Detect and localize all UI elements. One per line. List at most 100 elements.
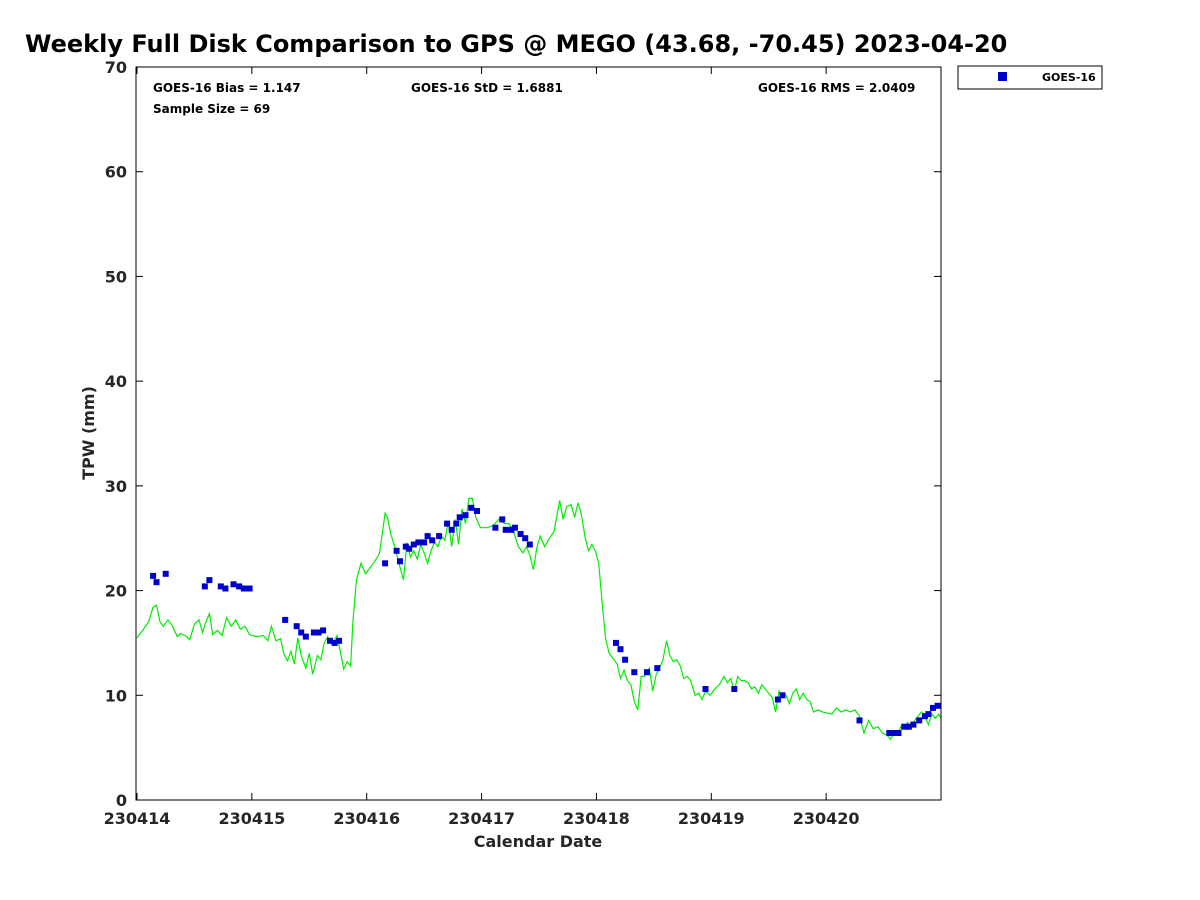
gps-tpw-line xyxy=(136,497,942,741)
goes16-point xyxy=(331,639,338,646)
goes16-point xyxy=(162,570,169,577)
goes16-point xyxy=(644,669,650,676)
goes16-point xyxy=(410,541,417,548)
stat-std: GOES-16 StD = 1.6881 xyxy=(411,81,563,95)
goes16-point xyxy=(731,686,738,692)
stat-bias: GOES-16 Bias = 1.147 xyxy=(153,81,301,95)
goes16-point xyxy=(336,637,343,644)
goes16-point xyxy=(302,633,309,640)
y-tick-label: 30 xyxy=(105,477,127,496)
y-tick-label: 50 xyxy=(105,267,127,286)
goes16-point xyxy=(925,711,932,718)
goes16-point xyxy=(456,514,463,521)
plot-frame xyxy=(135,66,942,801)
goes16-point xyxy=(444,520,451,527)
goes16-point xyxy=(429,537,436,544)
goes16-point xyxy=(622,656,629,663)
x-tick-label: 230419 xyxy=(678,809,745,828)
goes16-point xyxy=(236,583,243,590)
legend-marker-goes16 xyxy=(998,72,1007,81)
stat-rms: GOES-16 RMS = 2.0409 xyxy=(758,81,915,95)
goes16-point xyxy=(397,558,403,565)
goes16-point xyxy=(921,713,928,720)
goes16-point xyxy=(293,623,300,630)
goes16-point xyxy=(150,572,157,579)
goes16-point xyxy=(393,547,400,554)
tick-layer: 0 10 20 30 40 50 60 70 230414 230415 230416 230417 2… xyxy=(104,58,941,828)
goes16-point xyxy=(526,541,533,548)
goes16-point xyxy=(617,646,624,653)
goes16-point xyxy=(522,535,529,542)
goes16-point xyxy=(206,577,213,584)
x-tick-label: 230414 xyxy=(104,809,171,828)
goes16-point xyxy=(779,692,786,699)
goes16-point xyxy=(298,629,305,636)
goes16-point xyxy=(201,583,208,590)
goes16-point xyxy=(916,717,923,724)
goes16-point xyxy=(382,560,389,567)
y-tick-label: 20 xyxy=(105,582,127,601)
goes16-point xyxy=(222,585,229,592)
goes16-point xyxy=(230,581,237,588)
legend-label-goes16: GOES-16 xyxy=(1042,71,1096,84)
y-tick-label: 70 xyxy=(105,58,127,77)
y-tick-label: 0 xyxy=(116,791,127,810)
goes16-point xyxy=(327,637,333,644)
goes16-point xyxy=(508,526,515,533)
goes16-point xyxy=(282,616,289,623)
goes16-point xyxy=(424,533,431,540)
goes16-point xyxy=(474,508,480,514)
gps-line-layer xyxy=(136,497,942,741)
goes16-point xyxy=(468,504,475,511)
goes16-point xyxy=(462,512,469,519)
goes16-point xyxy=(930,704,936,711)
goes16-point xyxy=(406,545,413,552)
goes16-point xyxy=(774,696,781,703)
goes16-point xyxy=(702,686,709,692)
goes16-point xyxy=(153,579,160,586)
x-tick-label: 230416 xyxy=(333,809,400,828)
goes16-point xyxy=(856,717,863,724)
goes16-point xyxy=(654,665,661,672)
legend-box xyxy=(957,65,1103,90)
goes16-marker-layer xyxy=(150,504,941,736)
goes16-point xyxy=(402,543,409,550)
x-tick-label: 230420 xyxy=(793,809,860,828)
goes16-point xyxy=(310,629,317,636)
goes16-point xyxy=(934,702,941,709)
legend: GOES-16 xyxy=(957,65,1103,90)
x-tick-label: 230418 xyxy=(563,809,630,828)
goes16-point xyxy=(502,526,509,533)
goes16-point xyxy=(240,585,247,592)
goes16-point xyxy=(315,629,322,636)
goes16-point xyxy=(415,539,422,546)
goes16-point xyxy=(511,524,518,531)
x-axis-label: Calendar Date xyxy=(474,832,603,851)
goes16-point xyxy=(631,669,638,676)
y-axis-label: TPW (mm) xyxy=(79,386,98,480)
goes16-point xyxy=(499,516,506,523)
goes16-point xyxy=(901,723,908,730)
goes16-point xyxy=(217,583,224,590)
goes16-point xyxy=(421,539,428,546)
goes16-point xyxy=(895,730,902,736)
y-tick-label: 10 xyxy=(105,686,127,705)
goes16-point xyxy=(492,524,499,531)
goes16-point xyxy=(320,627,327,634)
x-tick-label: 230415 xyxy=(218,809,285,828)
goes16-point xyxy=(453,520,460,527)
x-tick-label: 230417 xyxy=(448,809,515,828)
goes16-point xyxy=(886,730,893,736)
goes16-point xyxy=(517,531,524,537)
goes16-point xyxy=(613,639,619,646)
chart-title: Weekly Full Disk Comparison to GPS @ MEG… xyxy=(25,30,1008,58)
goes16-point xyxy=(905,723,912,730)
goes16-point xyxy=(890,730,897,736)
goes16-point xyxy=(436,533,443,540)
y-tick-label: 60 xyxy=(105,163,127,182)
y-tick-label: 40 xyxy=(105,372,127,391)
goes16-point xyxy=(910,721,917,728)
goes16-point xyxy=(448,526,455,533)
stat-sample-size: Sample Size = 69 xyxy=(153,102,270,116)
